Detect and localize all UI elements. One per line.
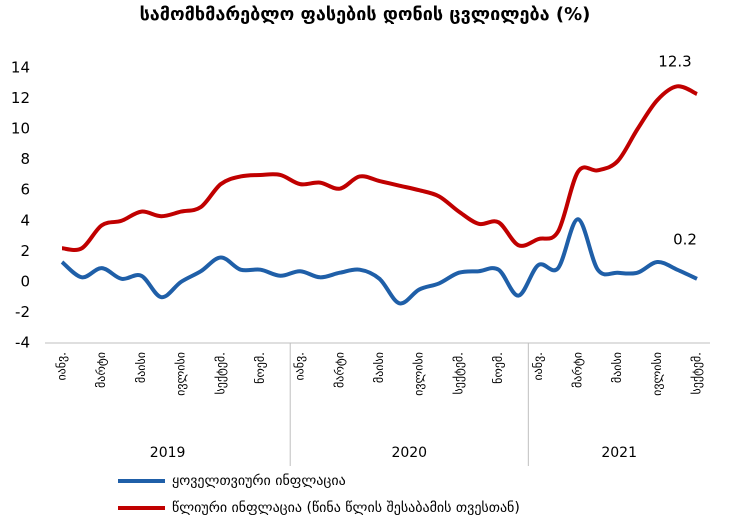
year-label: 2021 <box>601 445 637 461</box>
year-label: 2019 <box>150 445 186 461</box>
series-line <box>61 84 698 252</box>
y-tick-label: -4 <box>15 334 30 352</box>
x-tick-label: მარტი <box>570 352 584 388</box>
x-tick-label: მარტი <box>94 352 108 388</box>
legend-label: ყოველთვიური ინფლაცია <box>172 472 346 489</box>
x-tick-label: სექტემ. <box>213 352 227 395</box>
y-tick-label: 6 <box>20 181 30 199</box>
x-tick-label: ივლისი <box>650 352 664 396</box>
annotation: 0.2 <box>673 231 697 249</box>
x-tick-label: იანვ. <box>55 352 69 381</box>
x-tick-label: ნოემ. <box>491 352 505 384</box>
y-tick-label: 8 <box>20 150 30 168</box>
x-tick-label: მაისი <box>610 352 624 383</box>
x-tick-label: მარტი <box>332 352 346 388</box>
y-tick-label: 12 <box>11 89 30 107</box>
x-tick-label: ნოემ. <box>253 352 267 384</box>
chart-title: სამომხმარებლო ფასების დონის ცვლილება (%) <box>139 4 591 25</box>
x-tick-label: ივლისი <box>412 352 426 396</box>
x-tick-label: სექტემ. <box>690 352 704 395</box>
annotation: 12.3 <box>658 53 691 71</box>
x-tick-label: იანვ. <box>293 352 307 381</box>
y-tick-label: 2 <box>20 242 30 260</box>
y-tick-label: 4 <box>20 211 30 229</box>
x-tick-label: მაისი <box>372 352 386 383</box>
title-wrap: სამომხმარებლო ფასების დონის ცვლილება (%) <box>139 4 591 25</box>
legend-label: წლიური ინფლაცია (წინა წლის შესაბამის თვე… <box>172 499 520 516</box>
y-tick-label: 0 <box>20 272 30 290</box>
y-tick-label: -2 <box>15 303 30 321</box>
x-tick-label: ივლისი <box>174 352 188 396</box>
x-tick-label: მაისი <box>134 352 148 383</box>
x-tick-label: იანვ. <box>531 352 545 381</box>
x-tick-label: სექტემ. <box>451 352 465 395</box>
year-label: 2020 <box>391 445 427 461</box>
series-line <box>60 217 698 306</box>
y-tick-label: 14 <box>11 59 30 77</box>
y-tick-label: 10 <box>11 120 30 138</box>
